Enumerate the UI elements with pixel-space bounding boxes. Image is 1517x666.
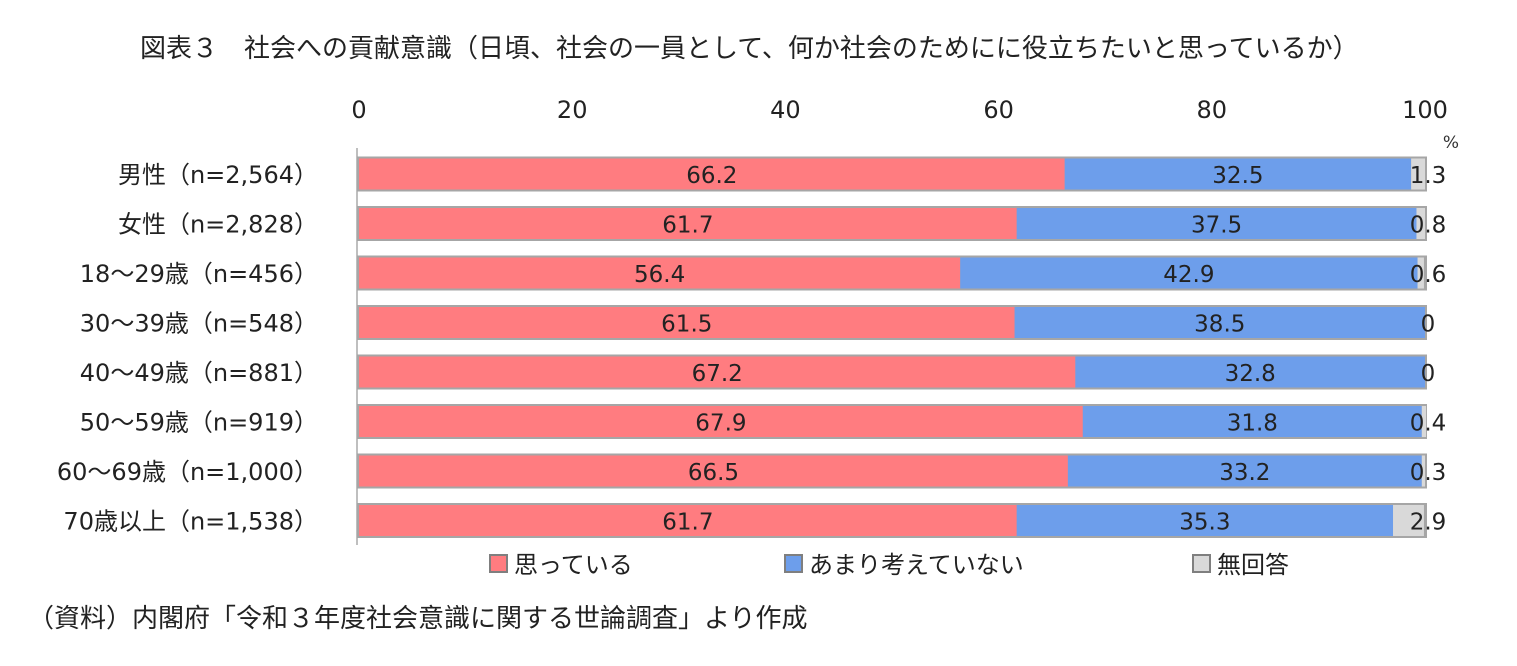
data-label: 56.4 (634, 262, 685, 288)
bar-segment (1421, 406, 1427, 437)
data-label: 61.5 (661, 312, 712, 338)
bar-segment (960, 257, 1418, 289)
data-label: 32.5 (1212, 163, 1263, 189)
data-label: 61.7 (662, 510, 713, 536)
data-label: 33.2 (1219, 460, 1270, 486)
category-label: 30～39歳（n=548） (80, 310, 318, 338)
data-label: 66.2 (686, 163, 737, 189)
x-tick-label: 80 (1197, 96, 1228, 124)
category-label: 50～59歳（n=919） (80, 409, 318, 437)
bar-segment (1014, 307, 1425, 338)
bar-segment (359, 406, 1083, 437)
x-tick-label: 0 (351, 96, 366, 124)
bar-segment (359, 356, 1076, 388)
data-label: 32.8 (1225, 361, 1276, 387)
data-label: 0.6 (1410, 262, 1447, 288)
bar-segment (1411, 158, 1425, 190)
bar-segment (359, 257, 961, 289)
category-label: 女性（n=2,828） (118, 211, 318, 239)
data-label: 1.3 (1410, 163, 1447, 189)
data-label: 0.3 (1410, 460, 1447, 486)
data-label: 0.8 (1410, 213, 1447, 239)
chart-title: 図表３ 社会への貢献意識（日頃、社会の一員として、何か社会のためにに役立ちたいと… (140, 34, 1359, 64)
category-label: 18～29歳（n=456） (80, 260, 318, 288)
category-label: 40～49歳（n=881） (80, 359, 318, 387)
bar-layer (357, 156, 1427, 538)
bar-segment (359, 158, 1065, 190)
bar-segment (1075, 356, 1425, 388)
unit-label: % (1443, 133, 1459, 153)
data-label: 38.5 (1194, 312, 1245, 338)
data-label: 61.7 (662, 213, 713, 239)
legend: 思っている あまり考えていない 無回答 (489, 551, 1289, 579)
data-label: 31.8 (1227, 411, 1278, 437)
x-tick-label: 20 (557, 96, 588, 124)
bar-segment (1416, 208, 1425, 239)
data-label: 42.9 (1163, 262, 1214, 288)
data-label: 67.9 (695, 411, 746, 437)
bar-segment (359, 208, 1017, 239)
bar-segment (1064, 158, 1412, 190)
data-label: 66.5 (688, 460, 739, 486)
bar-segment (359, 455, 1068, 487)
legend-label: 無回答 (1217, 551, 1289, 579)
bar-segment (359, 307, 1015, 338)
category-label: 60～69歳（n=1,000） (57, 458, 318, 486)
legend-swatch (1192, 554, 1211, 573)
bar-segment (1393, 505, 1424, 536)
data-label: 37.5 (1191, 213, 1242, 239)
legend-swatch (489, 554, 508, 573)
data-label: 2.9 (1410, 510, 1447, 536)
x-tick-label: 60 (983, 96, 1014, 124)
data-label: 0.4 (1410, 411, 1447, 437)
bar-segment (1417, 257, 1424, 289)
source-note: （資料）内閣府「令和３年度社会意識に関する世論調査」より作成 (28, 604, 808, 634)
category-label: 70歳以上（n=1,538） (63, 508, 318, 536)
x-tick-label: 100 (1402, 96, 1448, 124)
bar-segment (1016, 208, 1417, 239)
bar-segment (1016, 505, 1394, 536)
category-label: 男性（n=2,564） (118, 161, 318, 189)
legend-label: あまり考えていない (809, 551, 1024, 579)
data-label: 67.2 (692, 361, 743, 387)
label-layer: 男性（n=2,564） 66.2 32.5 1.3 女性（n=2,828） 61.7 37.… (57, 161, 1446, 536)
bar-segment (1082, 406, 1422, 437)
data-label: 35.3 (1179, 510, 1230, 536)
x-tick-label: 40 (770, 96, 801, 124)
legend-swatch (784, 554, 803, 573)
data-label: 0 (1421, 312, 1436, 338)
bar-segment (359, 505, 1017, 536)
bar-segment (1421, 455, 1425, 487)
bar-segment (1067, 455, 1422, 487)
legend-label: 思っている (514, 551, 633, 579)
data-label: 0 (1421, 361, 1436, 387)
